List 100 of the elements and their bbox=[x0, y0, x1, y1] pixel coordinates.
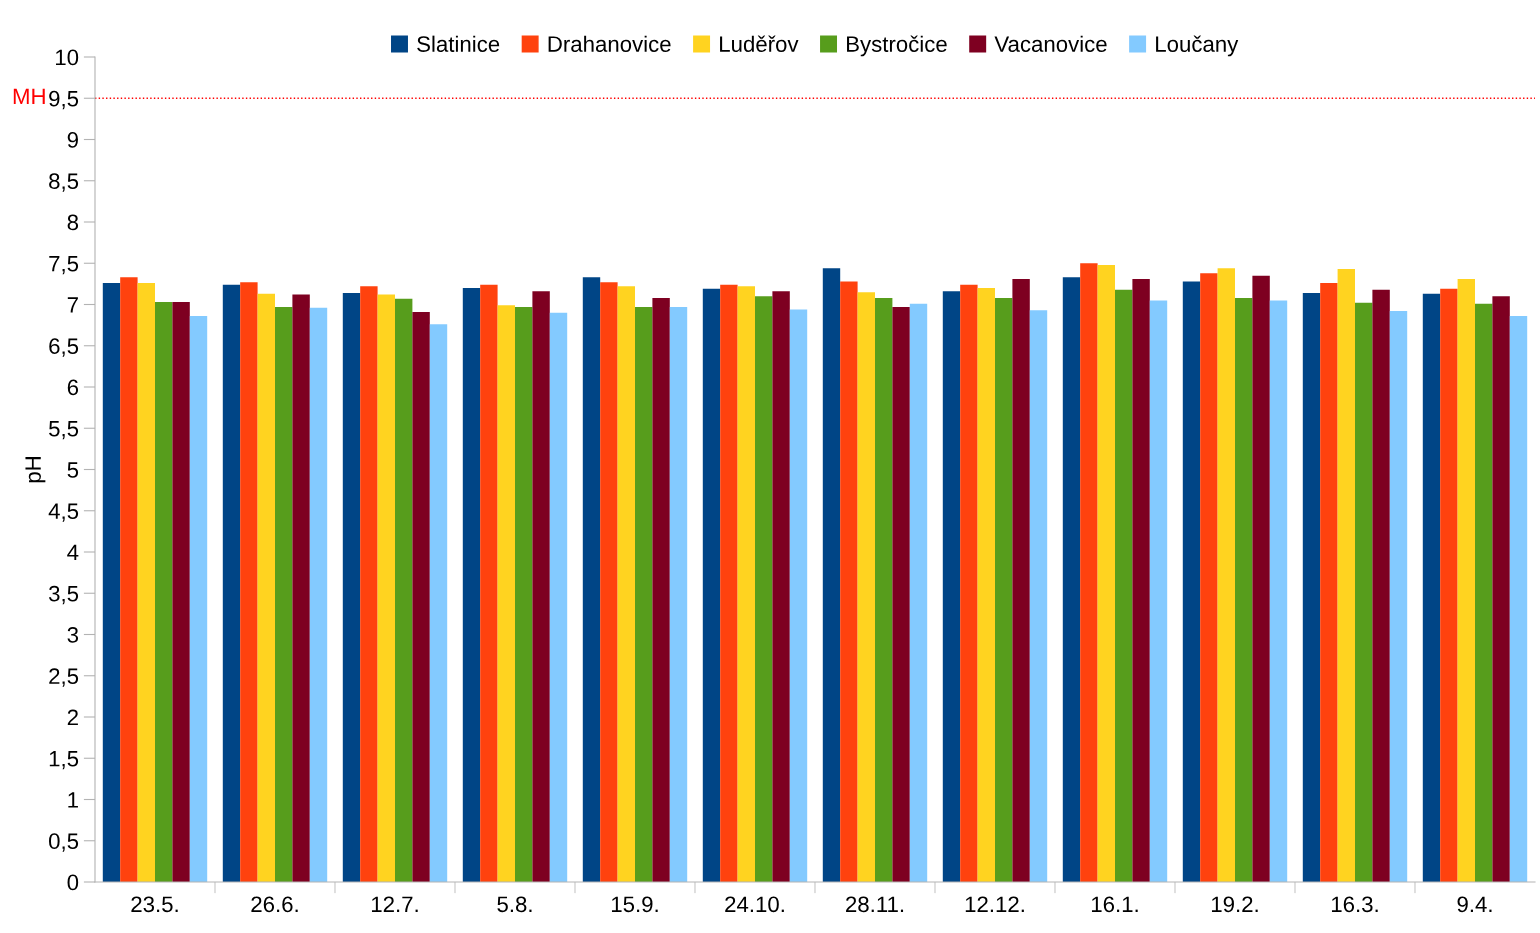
x-tick-label: 9.4. bbox=[1457, 896, 1492, 913]
y-tick-label: 2,5 bbox=[49, 668, 79, 687]
legend-label: Slatinice bbox=[417, 35, 500, 52]
bar bbox=[1509, 316, 1528, 882]
bar bbox=[377, 294, 395, 882]
x-tick-label: 12.12. bbox=[965, 896, 1024, 912]
y-tick-label: 3,5 bbox=[48, 585, 79, 605]
bar bbox=[1475, 303, 1493, 882]
x-tick-label: 26.6. bbox=[251, 896, 298, 913]
x-tick-label: 5.8. bbox=[497, 896, 532, 913]
bar bbox=[875, 297, 893, 882]
bar bbox=[1457, 278, 1475, 882]
y-tick-label: 1 bbox=[68, 792, 78, 808]
legend-label: Drahanovice bbox=[548, 35, 671, 52]
bar bbox=[582, 277, 601, 882]
y-tick-label: 10 bbox=[56, 49, 79, 66]
legend-label: Vacanovice bbox=[994, 35, 1107, 52]
bar bbox=[1235, 297, 1253, 882]
bar bbox=[497, 305, 515, 882]
bar bbox=[617, 286, 635, 882]
bar bbox=[515, 306, 533, 882]
bar bbox=[1422, 293, 1441, 882]
bar bbox=[772, 291, 790, 882]
bar bbox=[275, 306, 293, 882]
y-tick-label: 1,5 bbox=[49, 751, 79, 770]
bar bbox=[1149, 300, 1168, 882]
bar bbox=[172, 302, 190, 882]
bar bbox=[1252, 275, 1270, 882]
legend-label: Loučany bbox=[1156, 35, 1239, 57]
bar bbox=[789, 309, 808, 882]
y-tick-label: 6,5 bbox=[49, 338, 79, 357]
bar bbox=[292, 294, 310, 882]
bar bbox=[137, 283, 155, 882]
bar bbox=[395, 298, 413, 882]
bar bbox=[309, 307, 328, 882]
bar bbox=[155, 302, 173, 882]
bar bbox=[1115, 289, 1133, 882]
bar bbox=[1337, 269, 1355, 882]
bar bbox=[1320, 283, 1338, 882]
bar bbox=[720, 284, 738, 882]
bar bbox=[1029, 310, 1048, 882]
x-tick-label: 15.9. bbox=[611, 896, 658, 913]
bar bbox=[1492, 296, 1510, 882]
bar bbox=[909, 303, 928, 882]
y-tick-label: 9 bbox=[67, 132, 78, 148]
bar bbox=[1062, 277, 1081, 882]
y-tick-label: 3 bbox=[67, 627, 79, 643]
bar bbox=[635, 306, 653, 882]
y-tick-label: 8,5 bbox=[49, 173, 79, 192]
bar bbox=[1355, 302, 1373, 882]
x-tick-label: 16.3. bbox=[1331, 896, 1378, 913]
bar bbox=[840, 281, 858, 882]
bar bbox=[102, 283, 121, 882]
bar bbox=[857, 292, 875, 882]
bar bbox=[1302, 292, 1321, 882]
bar bbox=[549, 312, 568, 882]
x-tick-label: 23.5. bbox=[131, 896, 178, 913]
bar bbox=[532, 291, 550, 882]
bar bbox=[995, 297, 1013, 882]
bar bbox=[737, 286, 755, 882]
bar bbox=[1200, 273, 1218, 882]
bar bbox=[1012, 278, 1030, 882]
y-tick-label: 5,5 bbox=[49, 421, 79, 440]
y-axis-title: pH bbox=[25, 457, 46, 483]
bar bbox=[462, 288, 481, 882]
bar bbox=[1080, 263, 1098, 882]
bar bbox=[257, 293, 275, 882]
bar bbox=[652, 297, 670, 882]
bar bbox=[1217, 268, 1235, 882]
bar bbox=[480, 284, 498, 882]
bar bbox=[1372, 289, 1390, 882]
y-tick-label: 7,5 bbox=[49, 256, 79, 275]
bar bbox=[240, 282, 258, 882]
y-tick-label: 7 bbox=[67, 297, 78, 313]
bar bbox=[822, 268, 841, 882]
x-tick-label: 24.10. bbox=[725, 896, 784, 913]
x-tick-label: 12.7. bbox=[371, 896, 418, 912]
x-tick-label: 28.11. bbox=[846, 896, 904, 913]
bar bbox=[412, 311, 430, 882]
legend-label: Bystročice bbox=[847, 35, 947, 57]
bar bbox=[755, 296, 773, 882]
bar bbox=[669, 306, 688, 882]
bar bbox=[960, 284, 978, 882]
bar bbox=[120, 277, 138, 882]
x-tick-label: 16.1. bbox=[1091, 896, 1138, 913]
y-tick-label: 8 bbox=[67, 214, 79, 231]
bar bbox=[1132, 278, 1150, 882]
bar bbox=[189, 316, 208, 882]
ref-line-label: MH bbox=[13, 88, 45, 104]
bar bbox=[429, 324, 448, 882]
bar bbox=[892, 306, 910, 882]
legend-label: Luděřov bbox=[720, 35, 799, 52]
y-tick-label: 4 bbox=[67, 544, 79, 561]
y-tick-label: 6 bbox=[67, 379, 79, 396]
bar bbox=[1389, 311, 1408, 882]
bar bbox=[942, 291, 961, 882]
y-tick-label: 0,5 bbox=[49, 833, 79, 852]
bar bbox=[977, 288, 995, 882]
bar bbox=[342, 292, 361, 882]
y-tick-label: 2 bbox=[67, 709, 78, 726]
